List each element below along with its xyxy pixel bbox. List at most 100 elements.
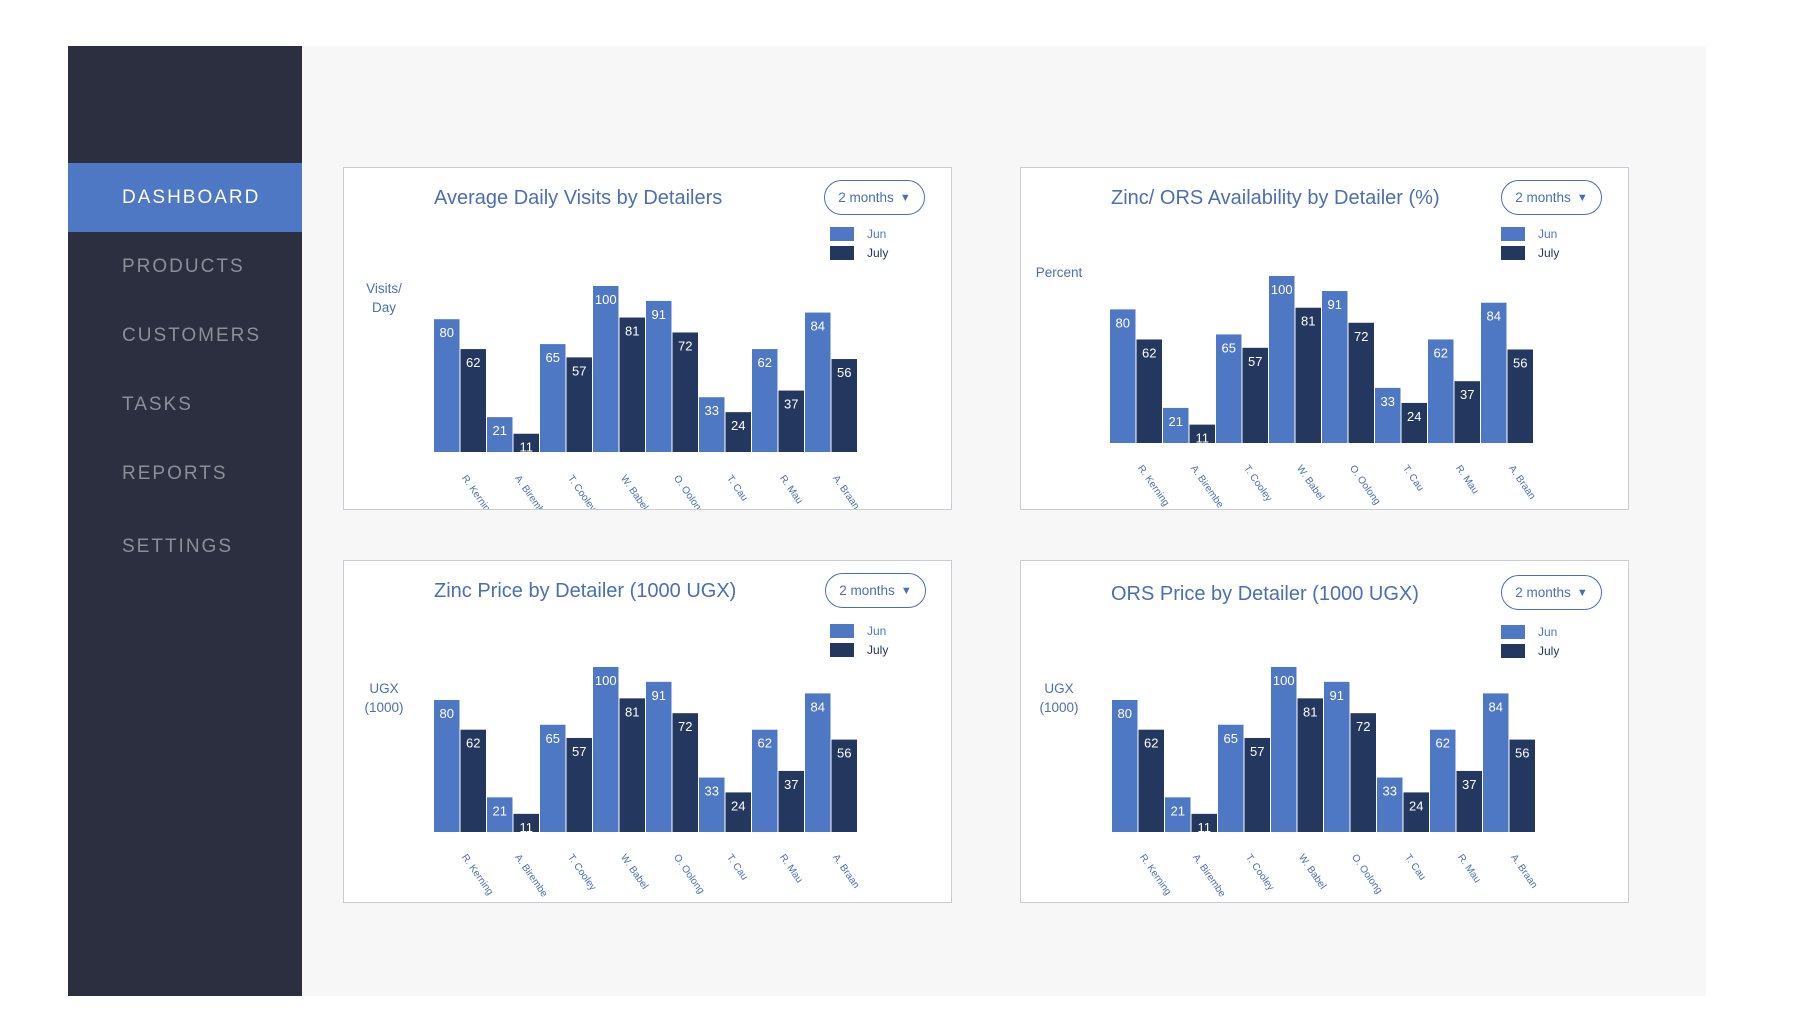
x-tick-label: R. Kerning [459,852,495,897]
data-label: 11 [1198,820,1212,835]
data-label: 62 [1142,345,1156,360]
chart-panel-ors-price: ORS Price by Detailer (1000 UGX) 2 month… [1020,560,1629,903]
x-tick-label: A. Birembe [1188,463,1226,509]
data-label: 72 [678,338,692,353]
bar-jun [1112,700,1138,832]
bar-july [1297,698,1323,832]
chart-title: ORS Price by Detailer (1000 UGX) [1111,583,1419,605]
bar-july [1242,347,1268,443]
bar-july [619,698,645,832]
chart-title: Zinc/ ORS Availability by Detailer (%) [1111,187,1440,209]
bar-jun [805,312,831,452]
sidebar-item-products[interactable]: PRODUCTS [68,232,302,301]
bar-july [1454,381,1480,443]
data-label: 56 [1513,355,1527,370]
sidebar-item-customers[interactable]: CUSTOMERS [68,301,302,370]
chart-title: Average Daily Visits by Detailers [434,187,723,209]
x-tick-label: W. Babel [1296,852,1328,891]
x-tick-label: W. Babel [618,852,650,891]
bar-july [1401,402,1427,443]
x-tick-label: R. Kerning [459,473,495,509]
legend-swatch-jun [1501,624,1525,639]
data-label: 62 [466,355,480,370]
bar-chart: 80 62 R. Kerning 21 11 A. Birembe 65 57 T. Coole… [1112,667,1539,900]
bar-july [778,390,804,452]
bar-july [1191,813,1217,832]
sidebar-item-tasks[interactable]: TASKS [68,370,302,439]
data-label: 65 [546,731,560,746]
date-range-dropdown[interactable]: 2 months ▼ [824,180,925,215]
sidebar-item-reports[interactable]: REPORTS [68,439,302,508]
legend-item-july: July [830,243,888,262]
data-label: 91 [652,688,666,703]
x-tick-label: T. Cooley [1241,463,1274,503]
data-label: 65 [546,350,560,365]
legend-swatch-july [830,245,854,260]
data-label: 37 [784,777,798,792]
bar-jun [1322,291,1348,443]
data-label: 65 [1224,731,1238,746]
caret-down-icon: ▼ [1576,586,1588,599]
bar-july [1350,713,1376,832]
date-range-value: 2 months [1515,585,1571,600]
data-label: 33 [1381,394,1395,409]
data-label: 84 [1487,309,1501,324]
data-label: 72 [1356,719,1370,734]
x-tick-label: R. Mau [1453,463,1480,496]
data-label: 72 [678,719,692,734]
x-tick-label: T. Cooley [565,852,598,892]
bar-jun [1483,693,1509,832]
bar-jun [487,417,513,452]
bar-jun [1377,777,1403,832]
bar-jun [646,300,672,452]
sidebar-item-settings[interactable]: SETTINGS [68,512,302,581]
caret-down-icon: ▼ [1576,191,1588,204]
bar-july [513,813,539,832]
chart-legend: Jun July [1501,622,1559,660]
data-label: 21 [1169,414,1183,429]
data-label: 11 [520,440,534,455]
data-label: 24 [1407,409,1421,424]
x-tick-label: T. Cau [724,473,750,503]
app-window: DASHBOARD PRODUCTS CUSTOMERS TASKS REPOR… [68,46,1706,996]
data-label: 84 [1489,699,1503,714]
bar-july [778,770,804,832]
bar-jun [1430,729,1456,832]
date-range-dropdown[interactable]: 2 months ▼ [825,573,926,608]
x-tick-label: T. Cooley [1243,852,1276,892]
x-tick-label: R. Kerning [1135,463,1171,508]
x-tick-label: W. Babel [1294,463,1326,502]
date-range-dropdown[interactable]: 2 months ▼ [1501,180,1602,215]
data-label: 81 [625,704,639,719]
bar-jun [699,397,725,452]
data-label: 81 [1301,314,1315,329]
date-range-value: 2 months [838,190,894,205]
chart-legend: Jun July [830,224,888,262]
data-label: 62 [1144,736,1158,751]
x-tick-label: A. Braan [1506,463,1537,501]
date-range-dropdown[interactable]: 2 months ▼ [1501,575,1602,610]
legend-swatch-july [1501,245,1525,260]
data-label: 62 [1436,736,1450,751]
bar-july [1295,307,1321,443]
bar-july [460,729,486,832]
x-tick-label: T. Cooley [565,473,598,509]
x-tick-label: A. Braan [830,473,861,509]
legend-swatch-jun [830,226,854,241]
data-label: 91 [652,307,666,322]
y-axis-label: UGX (1000) [1039,681,1079,715]
data-label: 81 [625,324,639,339]
chart-panel-availability: Zinc/ ORS Availability by Detailer (%) 2… [1020,167,1629,510]
data-label: 62 [758,355,772,370]
data-label: 11 [1196,431,1210,446]
data-label: 21 [493,803,507,818]
bar-jun [1216,334,1242,443]
data-label: 33 [705,403,719,418]
bar-july [672,332,698,452]
bar-july [1509,739,1535,832]
sidebar-item-dashboard[interactable]: DASHBOARD [68,163,302,232]
bar-jun [540,724,566,832]
x-tick-label: R. Mau [777,852,804,885]
bar-july [831,739,857,832]
x-tick-label: O. Oolong [671,852,706,896]
